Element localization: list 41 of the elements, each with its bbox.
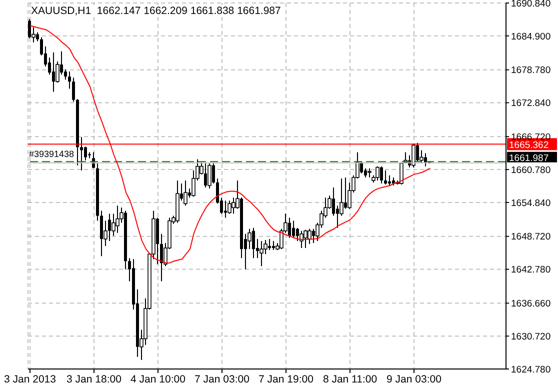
candlestick xyxy=(228,200,232,214)
candlestick xyxy=(412,143,416,168)
y-tick-label: 1636.660 xyxy=(511,298,551,310)
candlestick xyxy=(292,220,295,238)
x-tick-label: 4 Jan 10:00 xyxy=(130,373,186,386)
y-tick-label: 1630.720 xyxy=(511,331,551,342)
y-tick-label: 1624.780 xyxy=(511,364,551,376)
candlestick xyxy=(384,170,387,186)
chart-title: XAUUSD,H1 1662.147 1662.209 1661.838 1661.987 xyxy=(31,5,281,17)
candlestick xyxy=(300,230,304,248)
candlestick xyxy=(80,136,83,171)
candlestick xyxy=(260,240,264,267)
y-tick-label: 1654.840 xyxy=(511,198,551,209)
x-tick-label: 9 Jan 03:00 xyxy=(386,373,442,386)
x-tick-label: 7 Jan 03:00 xyxy=(194,373,250,386)
candlestick xyxy=(84,146,87,161)
candlestick xyxy=(368,168,372,178)
candlestick xyxy=(376,166,380,181)
x-tick-label: 3 Jan 2013 xyxy=(4,373,56,386)
y-tick-label: 1672.840 xyxy=(511,98,551,110)
candlestick xyxy=(72,77,75,102)
y-tick-label: 1642.780 xyxy=(511,264,551,276)
candlestick xyxy=(308,228,312,245)
candlestick xyxy=(208,162,212,190)
y-tick-label: 1678.780 xyxy=(511,65,551,76)
ref-line-label: 1661.987 xyxy=(509,152,549,164)
x-tick-label: 8 Jan 11:00 xyxy=(322,373,378,386)
candlestick xyxy=(68,71,71,90)
x-tick-label: 7 Jan 19:00 xyxy=(258,373,314,386)
x-tick-label: 3 Jan 18:00 xyxy=(66,373,122,386)
y-tick-label: 1684.900 xyxy=(511,31,551,42)
candlestick xyxy=(232,197,236,214)
candlestick xyxy=(388,174,391,186)
y-tick-label: 1690.840 xyxy=(511,0,551,10)
y-tick-label: 1648.720 xyxy=(511,232,551,243)
annotation: #39391438 xyxy=(29,149,74,160)
ref-line-label: 1665.362 xyxy=(509,140,549,152)
candlestick xyxy=(116,205,120,234)
candlestick xyxy=(304,229,308,248)
y-tick-label: 1660.780 xyxy=(511,164,551,176)
candlestick xyxy=(184,180,188,206)
